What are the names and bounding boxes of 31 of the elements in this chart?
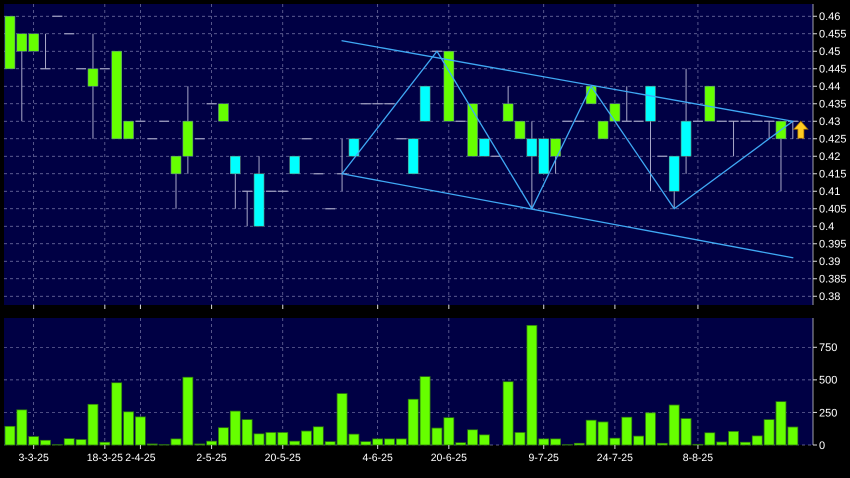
y-tick-label: 0.455 xyxy=(819,28,847,41)
y-tick-label: 0.38 xyxy=(819,291,840,304)
x-tick-label: 20-6-25 xyxy=(430,452,468,464)
x-tick-label: 8-8-25 xyxy=(682,452,714,464)
y-tick-label: 0.415 xyxy=(819,168,847,181)
y-tick-label: 0.4 xyxy=(819,221,834,234)
x-tick-label: 4-6-25 xyxy=(362,452,393,464)
y-tick-label: 0.445 xyxy=(819,64,847,76)
y-tick-label: 0.41 xyxy=(819,186,840,198)
x-tick-label: 24-7-25 xyxy=(596,452,634,464)
x-tick-label: 20-5-25 xyxy=(264,452,302,464)
x-tick-label: 9-7-25 xyxy=(528,452,560,464)
y-tick-label: 250 xyxy=(819,407,838,420)
y-tick-label: 0.385 xyxy=(819,274,847,286)
x-tick-label: 2-4-25 xyxy=(125,452,156,464)
y-tick-label: 0.45 xyxy=(819,46,840,58)
y-tick-label: 0.395 xyxy=(819,238,847,251)
y-tick-label: 0.435 xyxy=(819,98,847,111)
x-tick-label: 18-3-25 xyxy=(86,452,124,464)
y-tick-label: 0.42 xyxy=(819,151,840,164)
y-tick-label: 0.425 xyxy=(819,134,847,146)
x-tick-label: 2-5-25 xyxy=(196,452,227,464)
y-tick-label: 0.39 xyxy=(819,256,840,268)
y-tick-label: 0.44 xyxy=(819,81,840,94)
y-tick-label: 500 xyxy=(819,374,838,387)
y-tick-label: 0.46 xyxy=(819,11,840,24)
x-tick-label: 3-3-25 xyxy=(18,452,49,464)
y-tick-label: 0 xyxy=(819,440,826,452)
y-tick-label: 0.405 xyxy=(819,204,847,216)
y-tick-label: 750 xyxy=(819,342,838,354)
y-tick-label: 0.43 xyxy=(819,116,840,128)
